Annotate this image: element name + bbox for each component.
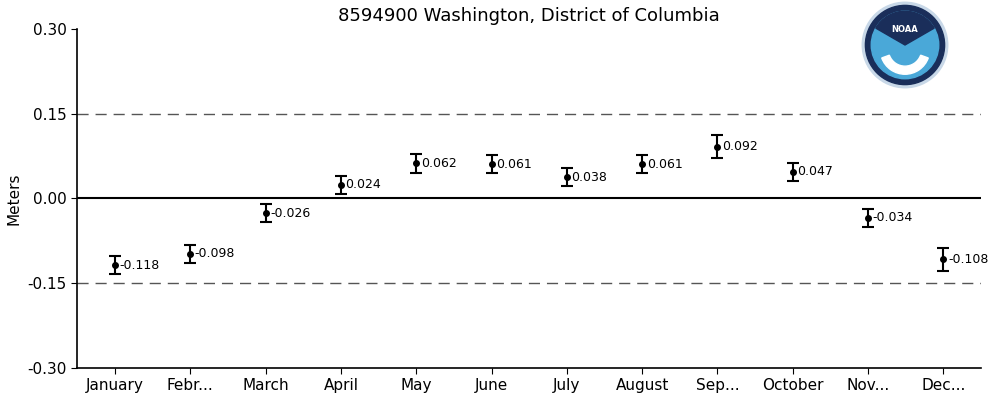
Text: 0.047: 0.047 xyxy=(797,166,833,178)
Text: 0.061: 0.061 xyxy=(647,158,682,170)
Text: -0.026: -0.026 xyxy=(270,207,310,220)
Text: -0.034: -0.034 xyxy=(873,211,913,224)
Title: 8594900 Washington, District of Columbia: 8594900 Washington, District of Columbia xyxy=(338,7,720,25)
Text: NOAA: NOAA xyxy=(892,25,918,34)
Wedge shape xyxy=(882,55,928,74)
Text: 0.062: 0.062 xyxy=(421,157,456,170)
Circle shape xyxy=(862,2,948,88)
Text: 0.092: 0.092 xyxy=(722,140,758,153)
Wedge shape xyxy=(876,11,934,45)
Circle shape xyxy=(865,6,945,85)
Text: -0.118: -0.118 xyxy=(119,258,160,272)
Text: 0.024: 0.024 xyxy=(345,178,381,192)
Circle shape xyxy=(871,11,939,79)
Text: 0.038: 0.038 xyxy=(571,170,607,184)
Text: 0.061: 0.061 xyxy=(496,158,532,170)
Text: -0.098: -0.098 xyxy=(195,247,235,260)
Text: -0.108: -0.108 xyxy=(948,253,988,266)
Y-axis label: Meters: Meters xyxy=(7,172,22,225)
